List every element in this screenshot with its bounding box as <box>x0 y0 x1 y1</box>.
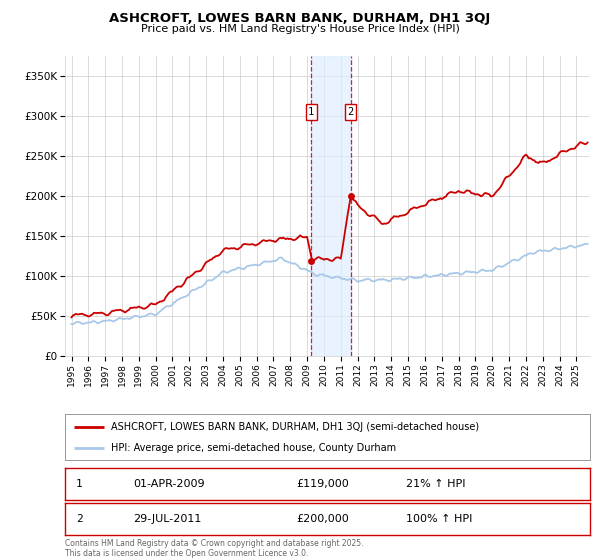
Text: 01-APR-2009: 01-APR-2009 <box>133 479 205 489</box>
Text: 29-JUL-2011: 29-JUL-2011 <box>133 514 202 524</box>
Text: 100% ↑ HPI: 100% ↑ HPI <box>406 514 472 524</box>
Text: £119,000: £119,000 <box>296 479 349 489</box>
Text: 21% ↑ HPI: 21% ↑ HPI <box>406 479 466 489</box>
Text: 2: 2 <box>347 107 353 117</box>
Text: £200,000: £200,000 <box>296 514 349 524</box>
Text: 1: 1 <box>76 479 83 489</box>
Text: HPI: Average price, semi-detached house, County Durham: HPI: Average price, semi-detached house,… <box>111 443 396 453</box>
Bar <box>311 56 350 356</box>
Text: ASHCROFT, LOWES BARN BANK, DURHAM, DH1 3QJ (semi-detached house): ASHCROFT, LOWES BARN BANK, DURHAM, DH1 3… <box>111 422 479 432</box>
Text: Price paid vs. HM Land Registry's House Price Index (HPI): Price paid vs. HM Land Registry's House … <box>140 24 460 34</box>
Text: ASHCROFT, LOWES BARN BANK, DURHAM, DH1 3QJ: ASHCROFT, LOWES BARN BANK, DURHAM, DH1 3… <box>109 12 491 25</box>
Text: 1: 1 <box>308 107 314 117</box>
Text: 2: 2 <box>76 514 83 524</box>
Text: This data is licensed under the Open Government Licence v3.0.: This data is licensed under the Open Gov… <box>65 549 308 558</box>
Text: Contains HM Land Registry data © Crown copyright and database right 2025.: Contains HM Land Registry data © Crown c… <box>65 539 364 548</box>
